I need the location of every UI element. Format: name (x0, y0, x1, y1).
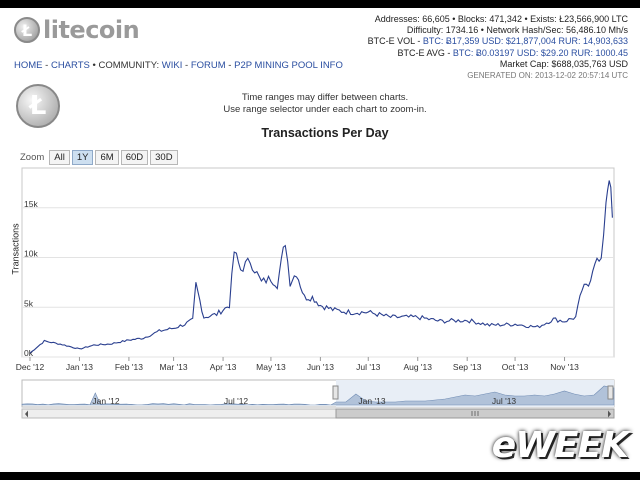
stats-volume-line: BTC-E VOL - BTC: Ƀ17,359 USD: $21,877,00… (368, 36, 628, 47)
y-tick-label: 15k (24, 199, 38, 209)
notice-line-2: Use range selector under each chart to z… (223, 103, 427, 115)
y-tick-label: 10k (24, 249, 38, 259)
navigator-right-handle (607, 385, 614, 400)
logo-text: litecoin (43, 16, 140, 44)
notice-line-1: Time ranges may differ between charts. (241, 92, 409, 103)
y-tick-label: 0k (24, 348, 34, 358)
scroll-right-arrow-icon[interactable] (608, 410, 611, 418)
x-tick-label: May '13 (256, 362, 286, 372)
x-tick-label: Mar '13 (160, 362, 188, 372)
nav-bullet: • (89, 60, 99, 71)
x-tick-label: Aug '13 (403, 362, 432, 372)
x-tick-label: Apr '13 (210, 362, 237, 372)
scroll-left-arrow-icon[interactable] (25, 410, 28, 418)
generated-timestamp: GENERATED ON: 2013-12-02 20:57:14 UTC (467, 71, 628, 81)
chart-title: Transactions Per Day (261, 126, 389, 140)
y-tick-label: 5k (24, 298, 34, 308)
top-nav: HOME - CHARTS • COMMUNITY: WIKI - FORUM … (14, 60, 343, 71)
volume-values: BTC: Ƀ17,359 USD: $21,877,004 RUR: 14,90… (422, 36, 628, 47)
nav-separator: - (225, 60, 235, 71)
nav-forum-link[interactable]: FORUM (190, 60, 226, 71)
x-tick-label: Oct '13 (502, 362, 529, 372)
x-tick-label: Jun '13 (307, 362, 334, 372)
x-tick-label: Nov '13 (550, 362, 579, 372)
market-cap: Market Cap: $688,035,763 USD (499, 58, 628, 69)
x-tick-label: Jul '13 (356, 362, 381, 372)
navigator-series-area (21, 385, 615, 406)
navigator-left-handle (332, 385, 339, 400)
zoom-6m-button[interactable]: 6M (95, 150, 119, 165)
litecoin-logo[interactable]: Ł litecoin (14, 14, 140, 46)
zoom-label: Zoom (20, 152, 45, 163)
scrollbar-grip-icon[interactable] (471, 411, 479, 416)
x-tick-label: Dec '12 (16, 362, 45, 372)
x-tick-label: Sep '13 (453, 362, 482, 372)
nav-charts-link[interactable]: CHARTS (50, 60, 90, 71)
x-tick-label: Jan '13 (66, 362, 93, 372)
nav-separator: - (182, 60, 191, 71)
plot-area (21, 167, 615, 358)
eweek-watermark: eWEEK (491, 425, 629, 466)
nav-p2p-pool-link[interactable]: P2P MINING POOL INFO (234, 60, 343, 71)
zoom-selector: Zoom All 1Y 6M 60D 30D (20, 150, 180, 165)
navigator-tick-label: Jul '12 (224, 396, 249, 406)
network-stats: Addresses: 66,605 • Blocks: 471,342 • Ex… (368, 14, 628, 81)
series-line-transactions (29, 180, 613, 354)
zoom-all-button[interactable]: All (49, 150, 70, 165)
zoom-60d-button[interactable]: 60D (120, 150, 149, 165)
navigator-tick-label: Jan '13 (358, 396, 385, 406)
nav-wiki-link[interactable]: WIKI (161, 60, 183, 71)
average-values: BTC: Ƀ0.03197 USD: $29.20 RUR: 1000.45 (452, 47, 628, 58)
chart-notice: Time ranges may differ between charts. U… (140, 92, 510, 115)
stats-difficulty-line: Difficulty: 1734.16 • Network Hash/Sec: … (406, 25, 628, 36)
x-tick-label: Feb '13 (115, 362, 143, 372)
navigator-tick-label: Jul '13 (492, 396, 517, 406)
stats-average-line: BTC-E AVG - BTC: Ƀ0.03197 USD: $29.20 RU… (368, 48, 628, 59)
average-label: BTC-E AVG - (397, 47, 453, 58)
zoom-1y-button[interactable]: 1Y (71, 150, 94, 165)
nav-community-label: COMMUNITY: (98, 60, 160, 71)
nav-home-link[interactable]: HOME (14, 60, 43, 71)
volume-label: BTC-E VOL - (367, 36, 423, 47)
zoom-30d-button[interactable]: 30D (150, 150, 178, 165)
litecoin-emblem-icon: Ł (16, 84, 60, 128)
litecoin-coin-icon: Ł (14, 17, 40, 43)
nav-separator: - (42, 60, 51, 71)
stats-addresses-line: Addresses: 66,605 • Blocks: 471,342 • Ex… (374, 14, 628, 24)
navigator-tick-label: Jan '12 (92, 396, 119, 406)
